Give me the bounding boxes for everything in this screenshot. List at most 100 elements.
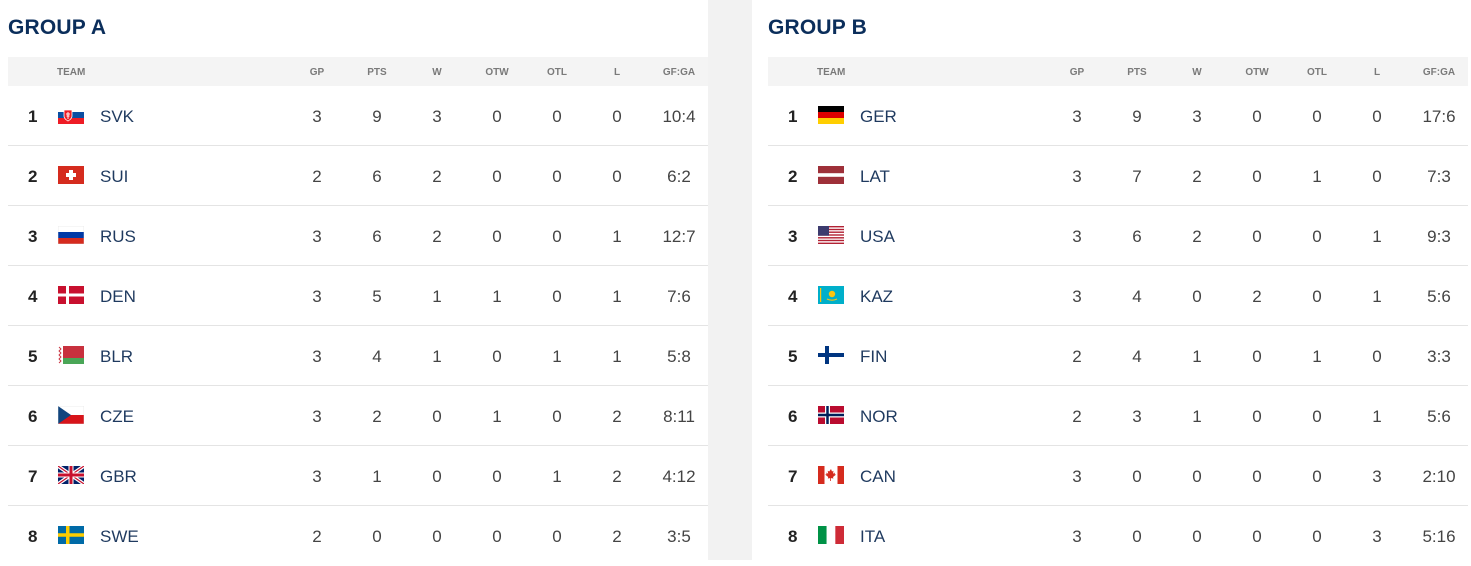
header-otw[interactable]: OTW: [485, 67, 509, 78]
header-w[interactable]: W: [1192, 67, 1202, 78]
team-name[interactable]: BLR: [100, 347, 134, 366]
otw-cell: 0: [1252, 527, 1262, 546]
team-name[interactable]: KAZ: [860, 287, 894, 306]
otw-cell: 0: [1252, 467, 1262, 486]
team-name[interactable]: GER: [860, 107, 897, 126]
rank-cell: 3: [788, 227, 798, 246]
team-name[interactable]: RUS: [100, 227, 136, 246]
team-name[interactable]: GBR: [100, 467, 137, 486]
pts-cell: 2: [372, 407, 382, 426]
table-row[interactable]: 6 CZE 3 2 0 1 0 2 8:11: [8, 386, 708, 446]
pts-cell: 0: [1132, 467, 1142, 486]
otl-cell: 0: [552, 407, 562, 426]
table-row[interactable]: 4 KAZ 3 4 0 2 0 1 5:6: [768, 266, 1468, 326]
otw-cell: 0: [492, 167, 502, 186]
team-name[interactable]: SVK: [100, 107, 135, 126]
table-row[interactable]: 4 DEN 3 5 1 1 0 1 7:6: [8, 266, 708, 326]
norway-flag-icon: [818, 406, 844, 424]
wins-cell: 1: [432, 347, 442, 366]
table-row[interactable]: 1 SVK 3 9 3 0 0 0 10:4: [8, 86, 708, 146]
header-gp[interactable]: GP: [309, 67, 325, 78]
otw-cell: 0: [492, 527, 502, 546]
goals-cell: 9:3: [1427, 227, 1451, 246]
header-gfga[interactable]: GF:GA: [1422, 67, 1456, 78]
team-name[interactable]: USA: [860, 227, 895, 246]
losses-cell: 1: [1372, 287, 1382, 306]
losses-cell: 1: [612, 287, 622, 306]
header-w[interactable]: W: [432, 67, 442, 78]
standings-rows: 1 SVK 3 9 3 0 0 0 10:4 2 SUI 2 6 2 0 0 0 6:2 3 RUS 3 6 2 0 0 1 12:…: [8, 86, 708, 566]
rank-cell: 2: [788, 167, 798, 186]
table-row[interactable]: 1 GER 3 9 3 0 0 0 17:6: [768, 86, 1468, 146]
table-row[interactable]: 8 ITA 3 0 0 0 0 3 5:16: [768, 506, 1468, 566]
sweden-flag-icon: [58, 526, 84, 544]
header-gfga[interactable]: GF:GA: [662, 67, 696, 78]
otw-cell: 0: [1252, 227, 1262, 246]
group-title: GROUP A: [8, 16, 107, 39]
header-team[interactable]: TEAM: [817, 67, 846, 78]
wins-cell: 2: [1192, 227, 1202, 246]
gp-cell: 3: [312, 227, 322, 246]
team-name[interactable]: DEN: [100, 287, 136, 306]
pts-cell: 0: [372, 527, 382, 546]
goals-cell: 6:2: [667, 167, 691, 186]
table-row[interactable]: 3 USA 3 6 2 0 0 1 9:3: [768, 206, 1468, 266]
header-team[interactable]: TEAM: [57, 67, 86, 78]
header-otw[interactable]: OTW: [1245, 67, 1269, 78]
otl-cell: 0: [552, 527, 562, 546]
otl-cell: 0: [1312, 287, 1322, 306]
otw-cell: 0: [1252, 167, 1262, 186]
gp-cell: 3: [312, 407, 322, 426]
losses-cell: 2: [612, 407, 622, 426]
rank-cell: 5: [788, 347, 798, 366]
gp-cell: 2: [312, 527, 322, 546]
rank-cell: 7: [28, 467, 38, 486]
header-pts[interactable]: PTS: [1127, 67, 1147, 78]
pts-cell: 9: [372, 107, 382, 126]
table-row[interactable]: 2 LAT 3 7 2 0 1 0 7:3: [768, 146, 1468, 206]
table-row[interactable]: 3 RUS 3 6 2 0 0 1 12:7: [8, 206, 708, 266]
team-name[interactable]: LAT: [860, 167, 890, 186]
otl-cell: 1: [1312, 347, 1322, 366]
gp-cell: 3: [312, 107, 322, 126]
table-row[interactable]: 7 CAN 3 0 0 0 0 3 2:10: [768, 446, 1468, 506]
header-pts[interactable]: PTS: [367, 67, 387, 78]
otl-cell: 0: [552, 287, 562, 306]
team-name[interactable]: SUI: [100, 167, 129, 186]
table-row[interactable]: 5 BLR 3 4 1 0 1 1 5:8: [8, 326, 708, 386]
rank-cell: 4: [28, 287, 38, 306]
rank-cell: 2: [28, 167, 38, 186]
otl-cell: 0: [552, 227, 562, 246]
table-row[interactable]: 6 NOR 2 3 1 0 0 1 5:6: [768, 386, 1468, 446]
table-row[interactable]: 5 FIN 2 4 1 0 1 0 3:3: [768, 326, 1468, 386]
table-row[interactable]: 2 SUI 2 6 2 0 0 0 6:2: [8, 146, 708, 206]
pts-cell: 4: [1132, 287, 1142, 306]
team-name[interactable]: ITA: [860, 527, 886, 546]
table-row[interactable]: 7 GBR 3 1 0 0 1 2 4:12: [8, 446, 708, 506]
header-otl[interactable]: OTL: [1307, 67, 1327, 78]
latvia-flag-icon: [818, 166, 844, 184]
goals-cell: 5:6: [1427, 287, 1451, 306]
team-name[interactable]: SWE: [100, 527, 139, 546]
header-gp[interactable]: GP: [1069, 67, 1085, 78]
team-name[interactable]: CZE: [100, 407, 134, 426]
goals-cell: 7:3: [1427, 167, 1451, 186]
gp-cell: 2: [1072, 407, 1082, 426]
standings-rows: 1 GER 3 9 3 0 0 0 17:6 2 LAT 3 7 2 0 1 0 7:3 3 USA 3 6 2 0 0 1 9:3…: [768, 86, 1468, 566]
great-britain-flag-icon: [58, 466, 84, 484]
pts-cell: 0: [1132, 527, 1142, 546]
team-name[interactable]: CAN: [860, 467, 896, 486]
goals-cell: 12:7: [662, 227, 696, 246]
team-name[interactable]: NOR: [860, 407, 898, 426]
header-otl[interactable]: OTL: [547, 67, 567, 78]
pts-cell: 6: [1132, 227, 1142, 246]
rank-cell: 4: [788, 287, 798, 306]
losses-cell: 3: [1372, 467, 1382, 486]
header-l[interactable]: L: [1373, 67, 1381, 78]
czechia-flag-icon: [58, 406, 84, 424]
rank-cell: 1: [28, 107, 38, 126]
otw-cell: 2: [1252, 287, 1262, 306]
header-l[interactable]: L: [613, 67, 621, 78]
team-name[interactable]: FIN: [860, 347, 888, 366]
table-row[interactable]: 8 SWE 2 0 0 0 0 2 3:5: [8, 506, 708, 566]
